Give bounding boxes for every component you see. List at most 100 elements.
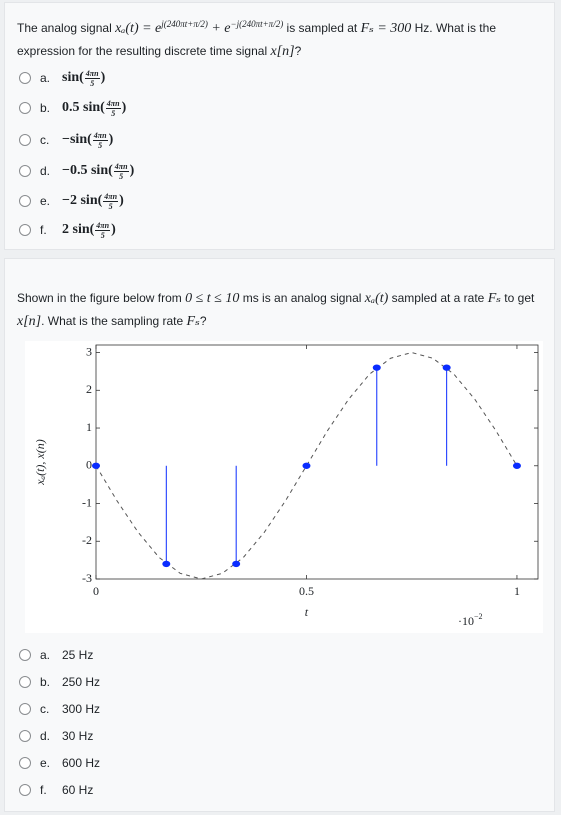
radio[interactable] xyxy=(19,784,31,796)
sample-point xyxy=(92,462,100,469)
option-suffix: ) xyxy=(121,100,127,115)
formula: x[n] xyxy=(17,314,42,329)
option-letter: f. xyxy=(40,783,47,797)
y-axis-label: xₐ(t), x(n) xyxy=(33,439,47,485)
formula: j(240πt+π/2) xyxy=(161,19,208,29)
option-letter: b. xyxy=(40,675,51,689)
denominator: 5 xyxy=(119,171,124,181)
radio[interactable] xyxy=(19,757,31,769)
radio[interactable] xyxy=(19,195,31,207)
numerator: 4πn xyxy=(103,191,119,202)
x-tick-label: 1 xyxy=(514,584,520,598)
option-text: 25 Hz xyxy=(62,648,94,662)
option-prefix: −2 sin( xyxy=(62,193,103,208)
numerator: 4πn xyxy=(105,98,121,109)
text: to get xyxy=(500,291,535,305)
option-suffix: ) xyxy=(111,222,116,237)
text: Shown in the figure below from xyxy=(17,291,186,305)
text: Hz. What is the expression for the resul… xyxy=(17,21,496,58)
option[interactable]: f. 60 Hz xyxy=(19,778,93,802)
option-text: −2 sin(4πn 5) xyxy=(62,192,124,211)
option-suffix: ) xyxy=(129,163,135,178)
x-tick-label: 0.5 xyxy=(299,584,314,598)
formula: 0 ≤ t ≤ 10 xyxy=(185,291,240,306)
plot-frame xyxy=(95,344,539,580)
option-letter: e. xyxy=(40,194,51,208)
fraction: 4πn 5 xyxy=(92,130,108,150)
option[interactable]: e. −2 sin(4πn 5) xyxy=(19,189,124,213)
radio[interactable] xyxy=(19,102,31,114)
denominator: 5 xyxy=(108,201,113,211)
y-tick-label: -2 xyxy=(82,533,92,547)
numerator: 4πn xyxy=(92,130,108,141)
formula: x[n] xyxy=(270,44,295,59)
option[interactable]: c. 300 Hz xyxy=(19,697,100,721)
question-text: The analog signal xₐ(t) = ej(240πt+π/2) … xyxy=(17,13,544,63)
sample-point xyxy=(442,364,451,371)
option-text: 2 sin(4πn 5) xyxy=(62,221,116,240)
denominator: 5 xyxy=(111,108,116,118)
option-prefix: 2 sin( xyxy=(62,222,95,237)
formula: xₐ(t) = e xyxy=(115,21,162,36)
radio[interactable] xyxy=(19,224,31,236)
denominator: 5 xyxy=(100,230,105,240)
radio[interactable] xyxy=(19,730,31,742)
sample-point xyxy=(162,560,171,568)
option-prefix: −sin( xyxy=(62,132,92,147)
radio[interactable] xyxy=(19,649,31,661)
radio[interactable] xyxy=(19,676,31,688)
option[interactable]: e. 600 Hz xyxy=(19,751,100,775)
sample-point xyxy=(302,462,311,469)
formula: Fₛ = 300 xyxy=(360,21,412,36)
denominator: 5 xyxy=(90,78,95,88)
radio[interactable] xyxy=(19,72,31,84)
option[interactable]: d. −0.5 sin(4πn 5) xyxy=(19,159,134,183)
option-text: sin(4πn 5) xyxy=(62,69,105,88)
option-text: −sin(4πn 5) xyxy=(62,131,113,150)
x-multiplier-exp: −2 xyxy=(474,612,483,621)
option[interactable]: d. 30 Hz xyxy=(19,724,93,748)
text: sampled at a rate xyxy=(388,291,488,305)
radio[interactable] xyxy=(19,134,31,146)
x-multiplier-base: ·10 xyxy=(458,614,474,628)
option[interactable]: f. 2 sin(4πn 5) xyxy=(19,218,116,242)
y-tick-label: -3 xyxy=(82,571,92,585)
option-prefix: 0.5 sin( xyxy=(62,100,105,115)
y-tick-label: -1 xyxy=(82,495,92,509)
option-text: 250 Hz xyxy=(62,675,101,689)
y-tick-label: 0 xyxy=(86,458,92,472)
option-text: 300 Hz xyxy=(62,702,101,716)
option-suffix: ) xyxy=(119,193,124,208)
y-tick-label: 1 xyxy=(86,420,92,434)
denominator: 5 xyxy=(98,140,103,150)
question-text: Shown in the figure below from 0 ≤ t ≤ 1… xyxy=(17,287,544,333)
sample-point xyxy=(512,462,521,469)
chart: -3 -2 -1 0 1 2 3 0 0.5 1 t xₐ(t), x(n) ·10−2 xyxy=(25,341,543,633)
radio[interactable] xyxy=(19,165,31,177)
option-letter: c. xyxy=(40,702,50,716)
option-letter: d. xyxy=(40,729,51,743)
option[interactable]: a. sin(4πn 5) xyxy=(19,66,105,90)
option[interactable]: c. −sin(4πn 5) xyxy=(19,128,113,152)
option-letter: c. xyxy=(40,133,50,147)
text: . What is the sampling rate xyxy=(41,314,187,328)
text: ms is an analog signal xyxy=(239,291,365,305)
radio[interactable] xyxy=(19,703,31,715)
option-prefix: sin( xyxy=(62,70,84,85)
fraction: 4πn 5 xyxy=(84,69,100,88)
option-letter: d. xyxy=(40,164,51,178)
chart-background xyxy=(25,341,543,633)
text: is sampled at xyxy=(283,21,361,35)
option-letter: f. xyxy=(40,223,47,237)
option-letter: b. xyxy=(40,101,51,115)
option-suffix: ) xyxy=(108,132,114,147)
text: The analog signal xyxy=(17,21,116,35)
formula: xₐ(t) xyxy=(364,291,389,306)
fraction: 4πn 5 xyxy=(95,221,111,240)
formula: −j(240πt+π/2) xyxy=(230,19,284,29)
option[interactable]: b. 0.5 sin(4πn 5) xyxy=(19,96,126,120)
option[interactable]: b. 250 Hz xyxy=(19,670,100,694)
numerator: 4πn xyxy=(113,161,129,172)
option[interactable]: a. 25 Hz xyxy=(19,643,93,667)
